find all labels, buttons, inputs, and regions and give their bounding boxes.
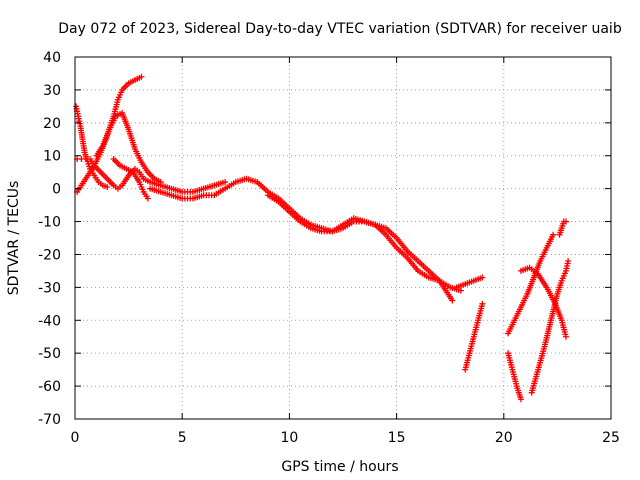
y-tick-label: 10 bbox=[43, 149, 61, 165]
plot-frame bbox=[74, 56, 612, 420]
chart-title: Day 072 of 2023, Sidereal Day-to-day VTE… bbox=[58, 21, 622, 37]
x-tick-label: 25 bbox=[602, 430, 620, 446]
y-tick-label: 0 bbox=[52, 182, 61, 198]
x-tick-label: 15 bbox=[388, 430, 406, 446]
axis-ticks: -70 -60 -50 -40 -30 -20 -10 0 10 20 30 40 0 5 10 15 20 25 bbox=[38, 50, 620, 446]
series-track-mid-lower bbox=[264, 192, 464, 294]
data-points bbox=[73, 73, 572, 403]
y-tick-label: -60 bbox=[38, 379, 61, 395]
series-track-late-6 bbox=[517, 264, 569, 340]
y-axis-label: SDTVAR / TECUs bbox=[6, 181, 22, 296]
series-track-late-1 bbox=[453, 274, 486, 291]
data-point bbox=[144, 195, 151, 202]
data-point bbox=[550, 231, 557, 238]
data-point bbox=[479, 300, 486, 307]
series-track-early-dip bbox=[74, 156, 229, 195]
x-tick-label: 5 bbox=[178, 430, 187, 446]
grid-lines bbox=[75, 57, 611, 419]
data-point bbox=[565, 258, 572, 265]
data-point bbox=[104, 183, 111, 190]
series-track-upper-left bbox=[73, 103, 111, 190]
y-tick-label: 40 bbox=[43, 50, 61, 66]
data-point bbox=[449, 297, 456, 304]
series-track-flat bbox=[147, 175, 456, 304]
series-track-late-3 bbox=[505, 231, 557, 337]
data-point bbox=[138, 73, 145, 80]
x-tick-label: 10 bbox=[280, 430, 298, 446]
series-track-secondary bbox=[110, 156, 151, 202]
y-tick-label: -50 bbox=[38, 346, 61, 362]
y-tick-label: 30 bbox=[43, 83, 61, 99]
series-track-late-7 bbox=[556, 218, 569, 238]
series-track-late-4 bbox=[505, 350, 524, 403]
series-track-late-2 bbox=[462, 300, 486, 373]
data-point bbox=[479, 274, 486, 281]
data-point bbox=[562, 333, 569, 340]
x-tick-label: 0 bbox=[71, 430, 80, 446]
data-point bbox=[222, 179, 229, 186]
x-axis-label: GPS time / hours bbox=[281, 459, 398, 475]
y-tick-label: -10 bbox=[38, 215, 61, 231]
data-point bbox=[517, 396, 524, 403]
x-tick-label: 20 bbox=[495, 430, 513, 446]
data-point bbox=[562, 218, 569, 225]
y-tick-label: -30 bbox=[38, 280, 61, 296]
y-tick-label: 20 bbox=[43, 116, 61, 132]
y-tick-label: -40 bbox=[38, 313, 61, 329]
y-tick-label: -70 bbox=[38, 412, 61, 428]
series-track-peak bbox=[93, 109, 164, 186]
y-tick-label: -20 bbox=[38, 247, 61, 263]
data-point bbox=[157, 179, 164, 186]
